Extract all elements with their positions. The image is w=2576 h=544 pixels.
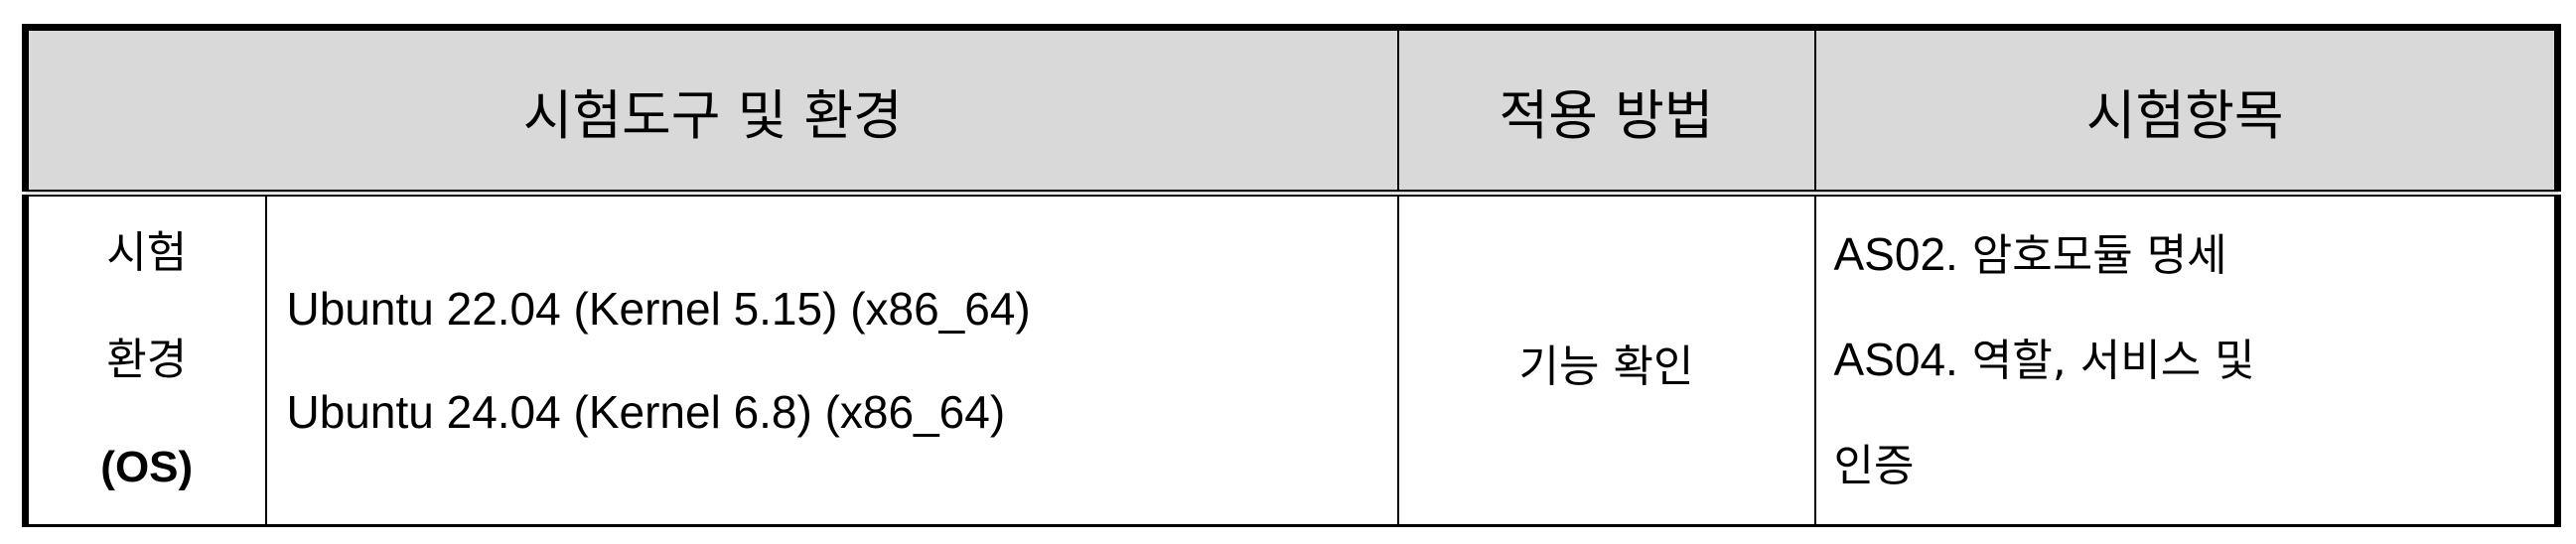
method-cell: 기능 확인 [1396,193,1816,527]
env-label-line3: (OS) [100,443,194,491]
test-item-text: 인증 [1833,441,1915,491]
test-item-code: AS02. [1833,228,1958,280]
test-environment-table: 시험도구 및 환경 적용 방법 시험항목 시험 환경 (OS) Ubuntu 2… [22,24,2561,527]
test-item: 인증 [1834,413,2555,518]
test-item-code: AS04. [1833,334,1958,385]
header-test-items: 시험항목 [1813,24,2561,197]
table-header-row: 시험도구 및 환경 적용 방법 시험항목 [22,24,2561,197]
env-label-cell: 시험 환경 (OS) [22,193,267,527]
test-items-cell: AS02. 암호모듈 명세 AS04. 역할, 서비스 및 인증 [1813,193,2561,527]
table-row: 시험 환경 (OS) Ubuntu 22.04 (Kernel 5.15) (x… [22,193,2561,527]
os-versions-cell: Ubuntu 22.04 (Kernel 5.15) (x86_64) Ubun… [264,193,1399,527]
env-label-line2: 환경 [106,335,188,385]
header-method: 적용 방법 [1396,24,1816,197]
test-item-text: 암호모듈 명세 [1957,230,2227,281]
env-label-line1: 시험 [106,227,188,278]
os-version-item: Ubuntu 24.04 (Kernel 6.8) (x86_64) [286,386,1006,438]
test-item-text: 역할, 서비스 및 [1957,336,2255,386]
method-text: 기능 확인 [1518,341,1694,392]
header-tools-environment: 시험도구 및 환경 [22,24,1399,197]
test-item: AS02. 암호모듈 명세 [1834,203,2555,308]
os-version-item: Ubuntu 22.04 (Kernel 5.15) (x86_64) [286,283,1031,335]
test-item: AS04. 역할, 서비스 및 [1834,308,2555,413]
